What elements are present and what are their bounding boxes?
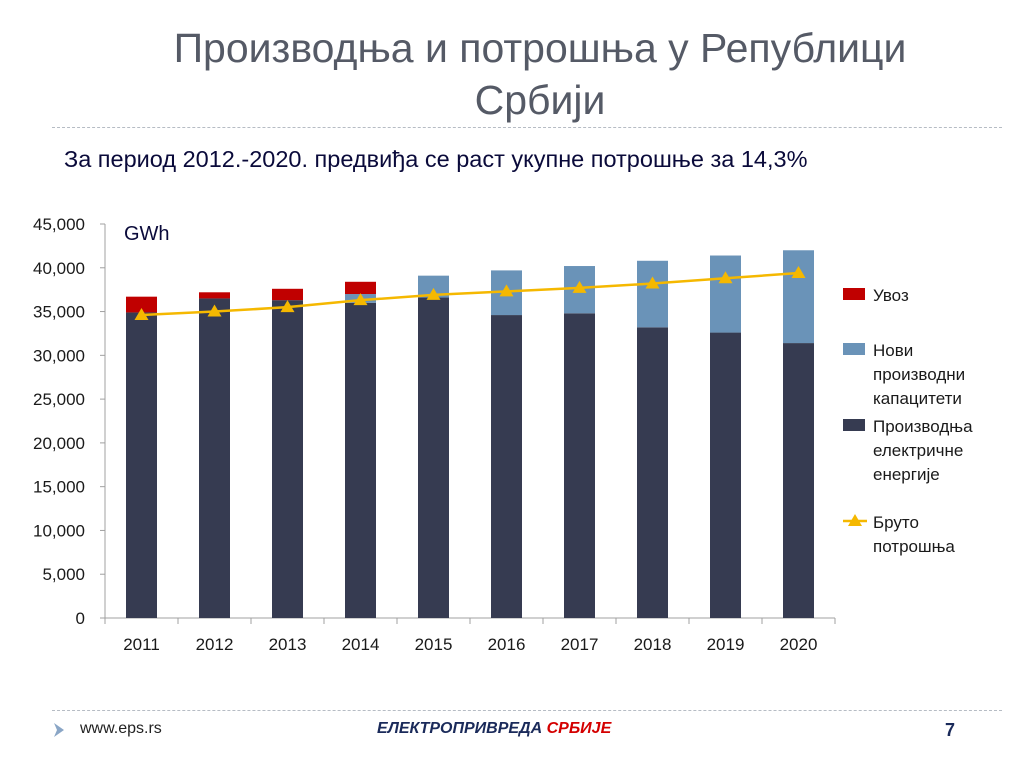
legend-label: потрошња xyxy=(873,537,955,556)
bar-segment xyxy=(345,302,376,618)
x-tick-label: 2011 xyxy=(123,635,160,654)
y-tick-label: 35,000 xyxy=(33,303,85,322)
bar-segment xyxy=(345,281,376,295)
footer-brand-accent: СРБИЈЕ xyxy=(546,720,612,737)
legend-label: електричне xyxy=(873,441,963,460)
bar-segment xyxy=(783,250,814,344)
slide-subtitle: За период 2012.-2020. предвиђа се раст у… xyxy=(64,146,808,172)
x-tick-label: 2013 xyxy=(269,635,307,654)
bar-segment xyxy=(637,260,668,328)
x-tick-label: 2019 xyxy=(707,635,745,654)
title-divider xyxy=(52,127,1002,128)
y-tick-label: 5,000 xyxy=(42,565,85,584)
legend-label: Нови xyxy=(873,341,913,360)
consumption-point xyxy=(426,287,441,300)
footer-brand: ЕЛЕКТРОПРИВРЕДА СРБИЈЕ xyxy=(377,720,611,738)
bar-segment xyxy=(418,275,449,298)
footer-url[interactable]: www.eps.rs xyxy=(80,720,162,737)
consumption-point xyxy=(499,284,514,297)
y-tick-label: 15,000 xyxy=(33,478,85,497)
page-number: 7 xyxy=(945,720,956,740)
y-tick-label: 25,000 xyxy=(33,390,85,409)
bar-segment xyxy=(126,296,157,313)
x-tick-label: 2014 xyxy=(342,635,380,654)
bar-segment xyxy=(199,298,230,618)
bar-segment xyxy=(272,300,303,618)
x-tick-label: 2016 xyxy=(488,635,526,654)
slide-title: Производња и потрошња у Републици Србији xyxy=(100,22,980,126)
legend-swatch xyxy=(848,514,862,526)
bar-segment xyxy=(491,315,522,618)
legend-swatch xyxy=(843,419,865,431)
x-tick-label: 2015 xyxy=(415,635,453,654)
bar-segment xyxy=(272,288,303,301)
consumption-point xyxy=(280,300,295,313)
legend-label: Бруто xyxy=(873,513,919,532)
x-tick-label: 2018 xyxy=(634,635,672,654)
consumption-point xyxy=(645,276,660,289)
unit-label: GWh xyxy=(124,223,170,245)
stacked-bar-chart: 0 5,000 10,000 15,000 20,000 25,000 30,000 35,0… xyxy=(33,215,973,654)
y-tick-label: 20,000 xyxy=(33,434,85,453)
bar-segment xyxy=(710,332,741,618)
legend-swatch xyxy=(843,288,865,300)
consumption-point xyxy=(718,271,733,284)
slide-title-line1: Производња и потрошња у Републици xyxy=(173,25,907,71)
y-tick-label: 30,000 xyxy=(33,346,85,365)
bar-segment xyxy=(418,297,449,618)
legend-swatch xyxy=(843,343,865,355)
legend-label: енергије xyxy=(873,465,940,484)
legend-label: капацитети xyxy=(873,389,962,408)
x-tick-label: 2017 xyxy=(561,635,599,654)
bar-segment xyxy=(564,313,595,618)
bar-segment xyxy=(783,343,814,618)
footer-arrow-icon xyxy=(54,723,64,737)
y-tick-label: 10,000 xyxy=(33,521,85,540)
x-tick-label: 2012 xyxy=(196,635,234,654)
legend-label: Увоз xyxy=(873,286,909,305)
footer-divider xyxy=(52,710,1002,711)
slide-title-line2: Србији xyxy=(474,77,606,123)
y-tick-label: 40,000 xyxy=(33,259,85,278)
footer-brand-main: ЕЛЕКТРОПРИВРЕДА xyxy=(377,720,543,737)
consumption-line xyxy=(141,271,799,317)
legend-label: производни xyxy=(873,365,965,384)
y-tick-label: 45,000 xyxy=(33,215,85,234)
bar-segment xyxy=(126,312,157,618)
consumption-point xyxy=(572,280,587,293)
consumption-point xyxy=(134,308,149,321)
x-tick-label: 2020 xyxy=(780,635,818,654)
consumption-point xyxy=(791,266,806,279)
bar-segment xyxy=(710,255,741,333)
legend-label: Производња xyxy=(873,417,973,436)
consumption-point xyxy=(207,304,222,317)
bar-segment xyxy=(637,327,668,618)
consumption-point xyxy=(353,293,368,306)
y-tick-label: 0 xyxy=(76,609,85,628)
bar-segment xyxy=(199,292,230,299)
